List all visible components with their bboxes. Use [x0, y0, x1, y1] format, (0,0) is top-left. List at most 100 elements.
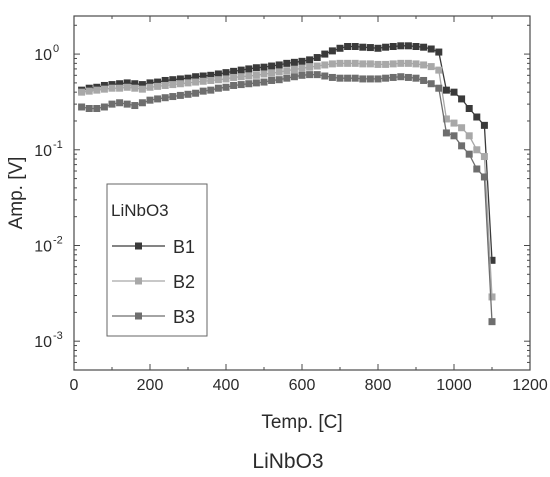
- data-point-B2: [306, 63, 314, 71]
- series-layer: [78, 42, 496, 326]
- data-point-B2: [473, 146, 481, 154]
- data-point-B2: [389, 60, 397, 68]
- data-point-B2: [230, 73, 238, 81]
- data-point-B1: [237, 66, 245, 74]
- data-point-B1: [389, 43, 397, 51]
- data-point-B2: [116, 84, 124, 92]
- data-point-B2: [427, 63, 435, 71]
- figure-caption: LiNbO3: [252, 450, 323, 473]
- legend-marker: [135, 312, 142, 320]
- series-B1: [78, 42, 496, 264]
- data-point-B3: [488, 318, 496, 326]
- data-point-B1: [290, 58, 298, 66]
- data-point-B1: [230, 67, 238, 75]
- data-point-B3: [260, 78, 268, 86]
- data-point-B1: [161, 76, 169, 84]
- data-point-B2: [252, 71, 260, 79]
- data-point-B3: [108, 100, 116, 108]
- data-point-B2: [374, 60, 382, 68]
- data-point-B1: [328, 47, 336, 55]
- data-point-B2: [351, 59, 359, 67]
- data-point-B3: [366, 75, 374, 83]
- data-point-B1: [473, 113, 481, 121]
- data-point-B3: [199, 87, 207, 95]
- data-point-B1: [154, 78, 162, 86]
- data-point-B2: [192, 78, 200, 86]
- data-point-B2: [154, 82, 162, 90]
- data-point-B2: [214, 76, 222, 84]
- data-point-B1: [245, 65, 253, 73]
- data-point-B3: [328, 73, 336, 81]
- data-point-B1: [138, 81, 146, 89]
- data-point-B3: [374, 75, 382, 83]
- data-point-B1: [199, 72, 207, 80]
- data-point-B3: [427, 80, 435, 88]
- data-point-B3: [268, 76, 276, 84]
- data-point-B2: [131, 84, 139, 92]
- data-point-B2: [488, 293, 496, 301]
- data-point-B3: [480, 173, 488, 181]
- data-point-B3: [344, 74, 352, 82]
- data-point-B1: [298, 57, 306, 65]
- x-tick-label: 200: [137, 377, 164, 394]
- data-point-B1: [192, 73, 200, 81]
- data-point-B2: [397, 59, 405, 67]
- data-point-B1: [146, 79, 154, 87]
- data-point-B3: [473, 165, 481, 173]
- data-point-B1: [283, 59, 291, 67]
- data-point-B2: [161, 81, 169, 89]
- data-point-B1: [366, 44, 374, 52]
- data-point-B3: [245, 80, 253, 88]
- data-point-B1: [207, 71, 215, 79]
- data-point-B3: [222, 83, 230, 91]
- legend-label: B3: [173, 307, 195, 327]
- data-point-B1: [359, 43, 367, 51]
- data-point-B3: [321, 72, 329, 80]
- data-point-B3: [85, 105, 93, 113]
- data-point-B3: [420, 76, 428, 84]
- data-point-B2: [450, 119, 458, 127]
- x-tick-label: 400: [213, 377, 240, 394]
- legend-item-B2: B2: [112, 272, 195, 292]
- data-point-B2: [382, 60, 390, 68]
- data-point-B1: [488, 256, 496, 264]
- data-point-B2: [222, 75, 230, 83]
- y-tick-exponent: -1: [53, 139, 63, 151]
- data-point-B2: [420, 61, 428, 69]
- data-point-B1: [420, 43, 428, 51]
- data-point-B1: [268, 62, 276, 70]
- data-point-B3: [169, 93, 177, 101]
- legend-marker: [135, 277, 142, 285]
- data-point-B2: [237, 73, 245, 81]
- data-point-B3: [336, 74, 344, 82]
- series-B3: [78, 71, 496, 326]
- data-point-B1: [116, 80, 124, 88]
- data-point-B2: [268, 69, 276, 77]
- legend-label: B2: [173, 272, 195, 292]
- data-point-B1: [184, 74, 192, 82]
- data-point-B1: [252, 64, 260, 72]
- data-point-B1: [169, 76, 177, 84]
- y-tick-exponent: 0: [53, 43, 59, 55]
- data-point-B3: [382, 74, 390, 82]
- data-point-B2: [366, 60, 374, 68]
- data-point-B3: [435, 84, 443, 92]
- x-tick-label: 0: [70, 377, 79, 394]
- data-point-B3: [404, 73, 412, 81]
- data-point-B2: [108, 84, 116, 92]
- data-point-B1: [465, 105, 473, 113]
- data-point-B2: [100, 85, 108, 93]
- data-point-B3: [351, 74, 359, 82]
- data-point-B2: [169, 81, 177, 89]
- x-tick-label: 1000: [436, 377, 472, 394]
- data-point-B2: [404, 59, 412, 67]
- data-point-B1: [123, 79, 131, 87]
- y-tick-label: 10: [34, 334, 52, 351]
- data-point-B3: [313, 71, 321, 79]
- legend-item-B1: B1: [112, 237, 195, 257]
- data-point-B2: [480, 153, 488, 161]
- data-point-B1: [404, 42, 412, 50]
- data-point-B1: [427, 45, 435, 53]
- data-point-B3: [184, 90, 192, 98]
- data-point-B2: [184, 79, 192, 87]
